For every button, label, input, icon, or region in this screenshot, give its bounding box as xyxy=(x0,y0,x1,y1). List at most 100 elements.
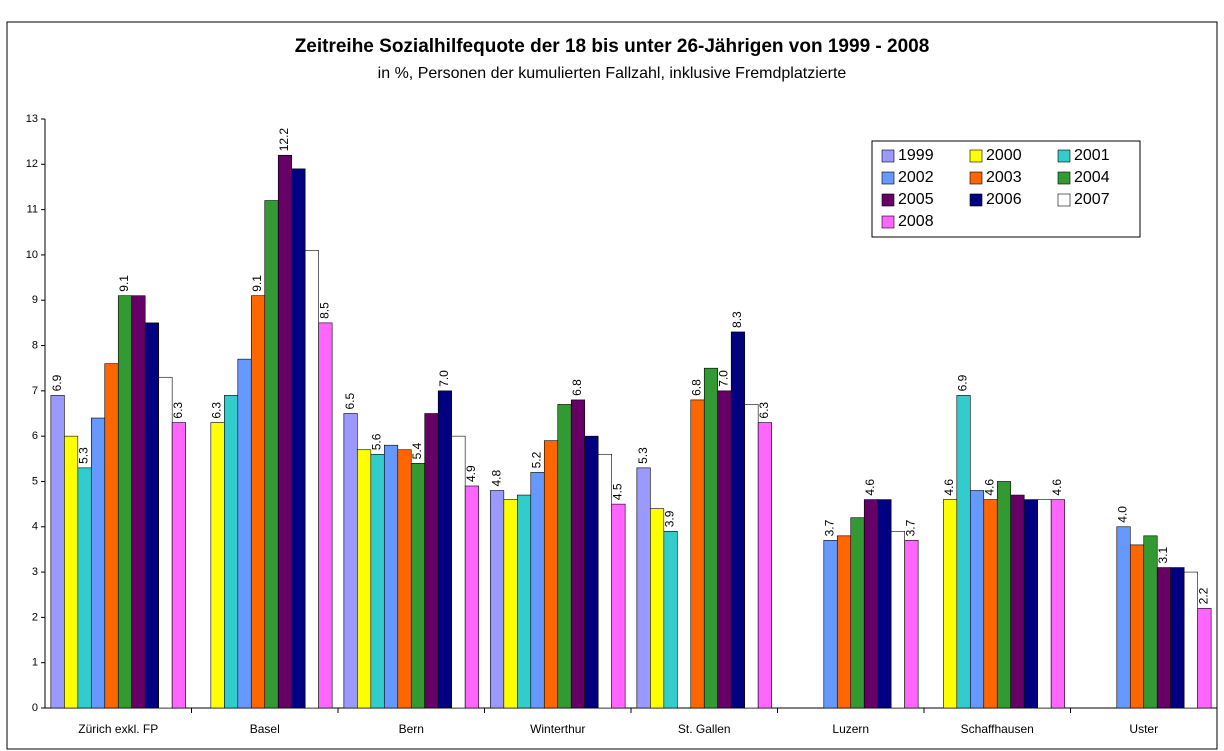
legend-swatch xyxy=(969,149,983,163)
y-tick-label: 13 xyxy=(26,113,38,125)
y-tick-label: 5 xyxy=(32,475,38,487)
bar xyxy=(730,331,745,709)
bar xyxy=(131,295,146,709)
legend-label: 2006 xyxy=(986,191,1022,208)
legend-swatch xyxy=(969,193,983,207)
bar xyxy=(757,422,772,709)
value-label: 4.5 xyxy=(611,483,625,500)
bar xyxy=(277,154,293,709)
value-label: 4.6 xyxy=(863,479,877,496)
legend-label: 2005 xyxy=(898,191,934,208)
y-tick-label: 12 xyxy=(26,158,38,170)
legend-swatch xyxy=(1057,149,1071,163)
chart-subtitle: in %, Personen der kumulierten Fallzahl,… xyxy=(378,65,847,82)
value-label: 6.5 xyxy=(343,392,357,409)
value-label: 5.4 xyxy=(410,442,424,459)
value-label: 8.3 xyxy=(730,311,744,328)
legend-label: 2008 xyxy=(898,213,934,230)
value-label: 5.2 xyxy=(530,451,544,468)
bar xyxy=(370,453,385,709)
x-tick-label: Zürich exkl. FP xyxy=(78,722,158,736)
value-label: 6.3 xyxy=(757,402,771,419)
legend-swatch xyxy=(1057,193,1071,207)
bar xyxy=(943,499,958,709)
y-tick-label: 11 xyxy=(27,204,38,216)
value-label: 12.2 xyxy=(277,128,291,152)
value-label: 4.6 xyxy=(1050,479,1064,496)
bar xyxy=(77,467,92,709)
bar xyxy=(1129,544,1145,709)
bar xyxy=(250,295,266,709)
bar xyxy=(650,508,665,709)
legend-swatch xyxy=(881,193,895,207)
bar xyxy=(264,200,279,709)
x-tick-label: Luzern xyxy=(832,722,869,736)
bar xyxy=(424,413,439,709)
bar xyxy=(397,449,412,709)
bar xyxy=(983,499,998,709)
bar xyxy=(584,435,599,709)
bar xyxy=(557,404,572,709)
bar xyxy=(690,399,705,709)
legend-swatch xyxy=(1057,171,1071,185)
bar xyxy=(343,413,358,709)
bar xyxy=(1156,567,1172,709)
y-tick-label: 0 xyxy=(32,702,38,714)
x-tick-label: Uster xyxy=(1129,722,1158,736)
bar xyxy=(543,440,559,709)
bar xyxy=(969,490,985,709)
bar xyxy=(611,503,626,709)
value-label: 7.0 xyxy=(717,370,731,387)
value-label: 3.9 xyxy=(663,510,677,527)
bar xyxy=(1037,499,1052,709)
y-tick-label: 3 xyxy=(32,566,38,578)
legend-label: 2001 xyxy=(1074,147,1110,164)
bar xyxy=(237,358,252,709)
value-label: 9.1 xyxy=(117,275,131,292)
bar xyxy=(717,390,732,709)
bar xyxy=(158,376,173,709)
bar xyxy=(410,463,426,709)
bar xyxy=(1197,608,1212,709)
bar xyxy=(464,485,479,709)
x-tick-label: Winterthur xyxy=(530,722,585,736)
value-label: 6.3 xyxy=(171,402,185,419)
bar xyxy=(144,322,159,709)
y-tick-label: 4 xyxy=(32,521,38,533)
bar xyxy=(996,481,1012,709)
value-label: 4.9 xyxy=(464,465,478,482)
x-tick-label: Basel xyxy=(250,722,280,736)
value-label: 2.2 xyxy=(1197,587,1211,604)
bar xyxy=(904,540,919,709)
x-tick-label: Schaffhausen xyxy=(961,722,1034,736)
bar xyxy=(104,363,119,709)
bar xyxy=(744,404,759,709)
value-label: 3.1 xyxy=(1156,547,1170,564)
value-label: 4.6 xyxy=(983,479,997,496)
bar xyxy=(530,472,545,709)
y-tick-label: 2 xyxy=(32,611,38,623)
bar xyxy=(503,499,518,709)
value-label: 6.9 xyxy=(50,374,64,391)
legend-label: 2003 xyxy=(986,169,1022,186)
bar xyxy=(863,499,879,709)
legend-swatch xyxy=(881,215,895,229)
bar xyxy=(318,322,333,709)
y-tick-label: 6 xyxy=(32,430,38,442)
value-label: 4.8 xyxy=(489,470,503,487)
legend-swatch xyxy=(881,171,895,185)
bar xyxy=(517,494,532,709)
bar xyxy=(663,530,678,709)
bar xyxy=(437,390,452,709)
bar xyxy=(210,422,225,709)
legend-label: 1999 xyxy=(898,147,934,164)
value-label: 9.1 xyxy=(250,275,264,292)
value-label: 3.7 xyxy=(823,519,837,536)
legend-label: 2002 xyxy=(898,169,934,186)
y-tick-label: 9 xyxy=(32,294,38,306)
bar xyxy=(1023,499,1038,709)
bar xyxy=(1116,526,1131,709)
bar xyxy=(877,499,892,709)
bar xyxy=(836,535,852,709)
